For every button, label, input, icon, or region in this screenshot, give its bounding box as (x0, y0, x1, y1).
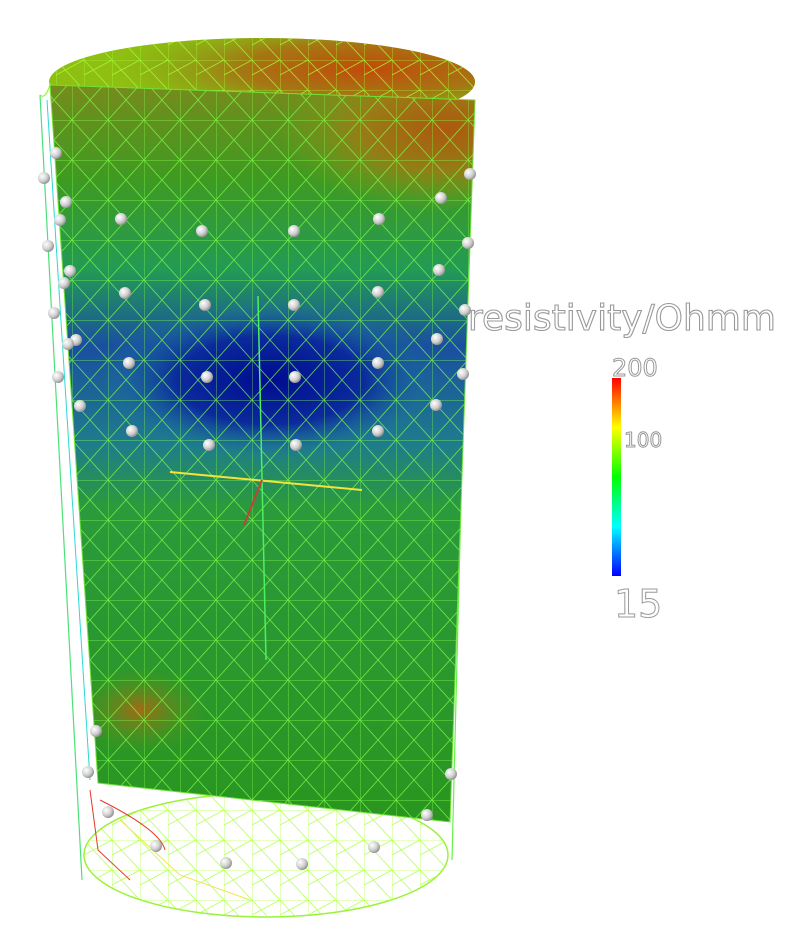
electrode-sphere (60, 196, 72, 208)
electrode-sphere (445, 768, 457, 780)
electrode-sphere (368, 841, 380, 853)
electrode-sphere (203, 439, 215, 451)
cylinder-wireframe (39, 84, 471, 918)
electrode-sphere (435, 192, 447, 204)
electrode-sphere (431, 333, 443, 345)
electrode-sphere (58, 277, 70, 289)
electrode-array (38, 147, 476, 870)
electrode-sphere (433, 264, 445, 276)
electrode-sphere (115, 213, 127, 225)
electrode-sphere (82, 766, 94, 778)
colorbar-min-label: 15 (613, 582, 663, 627)
colorbar-gradient (612, 378, 621, 576)
electrode-sphere (372, 357, 384, 369)
electrode-sphere (373, 213, 385, 225)
colorbar-mid-label: 100 (623, 428, 663, 453)
electrode-sphere (372, 286, 384, 298)
electrode-sphere (64, 265, 76, 277)
electrode-sphere (459, 304, 471, 316)
electrode-sphere (201, 371, 213, 383)
electrode-sphere (90, 725, 102, 737)
electrode-sphere (288, 299, 300, 311)
electrode-sphere (372, 425, 384, 437)
electrode-sphere (48, 307, 60, 319)
electrode-sphere (430, 399, 442, 411)
electrode-sphere (290, 439, 302, 451)
colorbar-max-label: 200 (612, 354, 659, 383)
electrode-sphere (462, 237, 474, 249)
section-face (50, 85, 475, 822)
colorbar-title: resistivity/Ohmm (467, 297, 776, 339)
electrode-sphere (196, 225, 208, 237)
electrode-sphere (123, 357, 135, 369)
electrode-sphere (102, 806, 114, 818)
electrode-sphere (50, 147, 62, 159)
electrode-sphere (54, 214, 66, 226)
electrode-sphere (457, 368, 469, 380)
electrode-sphere (296, 858, 308, 870)
electrode-sphere (126, 425, 138, 437)
electrode-sphere (199, 299, 211, 311)
electrode-sphere (150, 840, 162, 852)
electrode-sphere (52, 371, 64, 383)
electrode-sphere (38, 172, 50, 184)
electrode-sphere (119, 287, 131, 299)
electrode-sphere (421, 809, 433, 821)
electrode-sphere (74, 400, 86, 412)
electrode-sphere (464, 168, 476, 180)
electrode-sphere (288, 225, 300, 237)
electrode-sphere (42, 240, 54, 252)
electrode-sphere (62, 338, 74, 350)
electrode-sphere (289, 371, 301, 383)
electrode-sphere (220, 857, 232, 869)
